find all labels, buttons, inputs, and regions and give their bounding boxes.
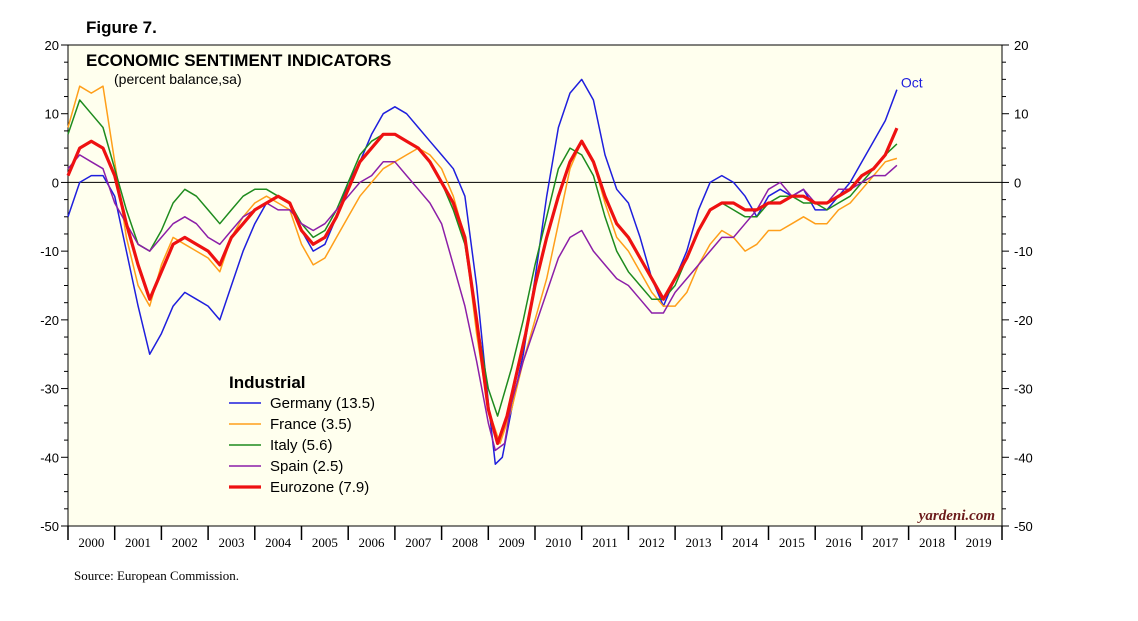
x-tick-label: 2009 [499, 535, 525, 550]
y-tick-label-right: -40 [1014, 450, 1033, 465]
axis-ticks: 20 2010 100 0-10 -10-20 -20-30 -30-40 -40-50 -50… [40, 38, 1033, 550]
y-tick-label-left: -50 [40, 519, 59, 534]
series-line-eurozone [66, 127, 899, 446]
x-tick-label: 2012 [639, 535, 665, 550]
series-lines [66, 78, 899, 465]
x-tick-label: 2013 [685, 535, 711, 550]
chart-subtitle: (percent balance,sa) [114, 71, 242, 87]
x-tick-label: 2005 [312, 535, 338, 550]
x-tick-label: 2004 [265, 535, 292, 550]
x-tick-label: 2017 [872, 535, 899, 550]
y-tick-label-right: -20 [1014, 313, 1033, 328]
x-tick-label: 2003 [218, 535, 244, 550]
y-tick-label-left: -10 [40, 244, 59, 259]
x-tick-label: 2001 [125, 535, 151, 550]
legend-label-germany: Germany (13.5) [270, 395, 375, 412]
y-tick-label-left: 20 [45, 38, 59, 53]
annotation-oct: Oct [901, 75, 923, 91]
y-tick-label-right: 20 [1014, 38, 1028, 53]
x-tick-label: 2015 [779, 535, 805, 550]
y-tick-label-right: -10 [1014, 244, 1033, 259]
x-tick-label: 2019 [966, 535, 992, 550]
x-tick-label: 2016 [826, 535, 853, 550]
x-tick-label: 2014 [732, 535, 759, 550]
x-tick-label: 2007 [405, 535, 432, 550]
figure-label: Figure 7. [86, 18, 157, 37]
y-tick-label-right: 0 [1014, 175, 1021, 190]
x-tick-label: 2000 [78, 535, 104, 550]
legend-label-italy: Italy (5.6) [270, 437, 333, 454]
y-tick-label-left: 0 [52, 175, 59, 190]
y-tick-label-left: 10 [45, 107, 59, 122]
y-tick-label-left: -40 [40, 450, 59, 465]
y-tick-label-left: -20 [40, 313, 59, 328]
x-tick-label: 2002 [172, 535, 198, 550]
legend-label-eurozone: Eurozone (7.9) [270, 479, 369, 496]
source-note: Source: European Commission. [74, 568, 239, 583]
y-tick-label-right: 10 [1014, 107, 1028, 122]
legend-label-spain: Spain (2.5) [270, 458, 343, 475]
x-tick-label: 2018 [919, 535, 945, 550]
legend-title: Industrial [229, 373, 306, 392]
legend: Industrial Germany (13.5) France (3.5) Ita… [229, 373, 375, 496]
watermark: yardeni.com [917, 508, 995, 524]
x-tick-label: 2006 [359, 535, 386, 550]
y-tick-label-left: -30 [40, 382, 59, 397]
x-tick-label: 2011 [592, 535, 618, 550]
x-tick-label: 2010 [545, 535, 571, 550]
legend-label-france: France (3.5) [270, 416, 352, 433]
x-tick-label: 2008 [452, 535, 478, 550]
chart-title: ECONOMIC SENTIMENT INDICATORS [86, 51, 391, 70]
y-tick-label-right: -30 [1014, 382, 1033, 397]
y-tick-label-right: -50 [1014, 519, 1033, 534]
